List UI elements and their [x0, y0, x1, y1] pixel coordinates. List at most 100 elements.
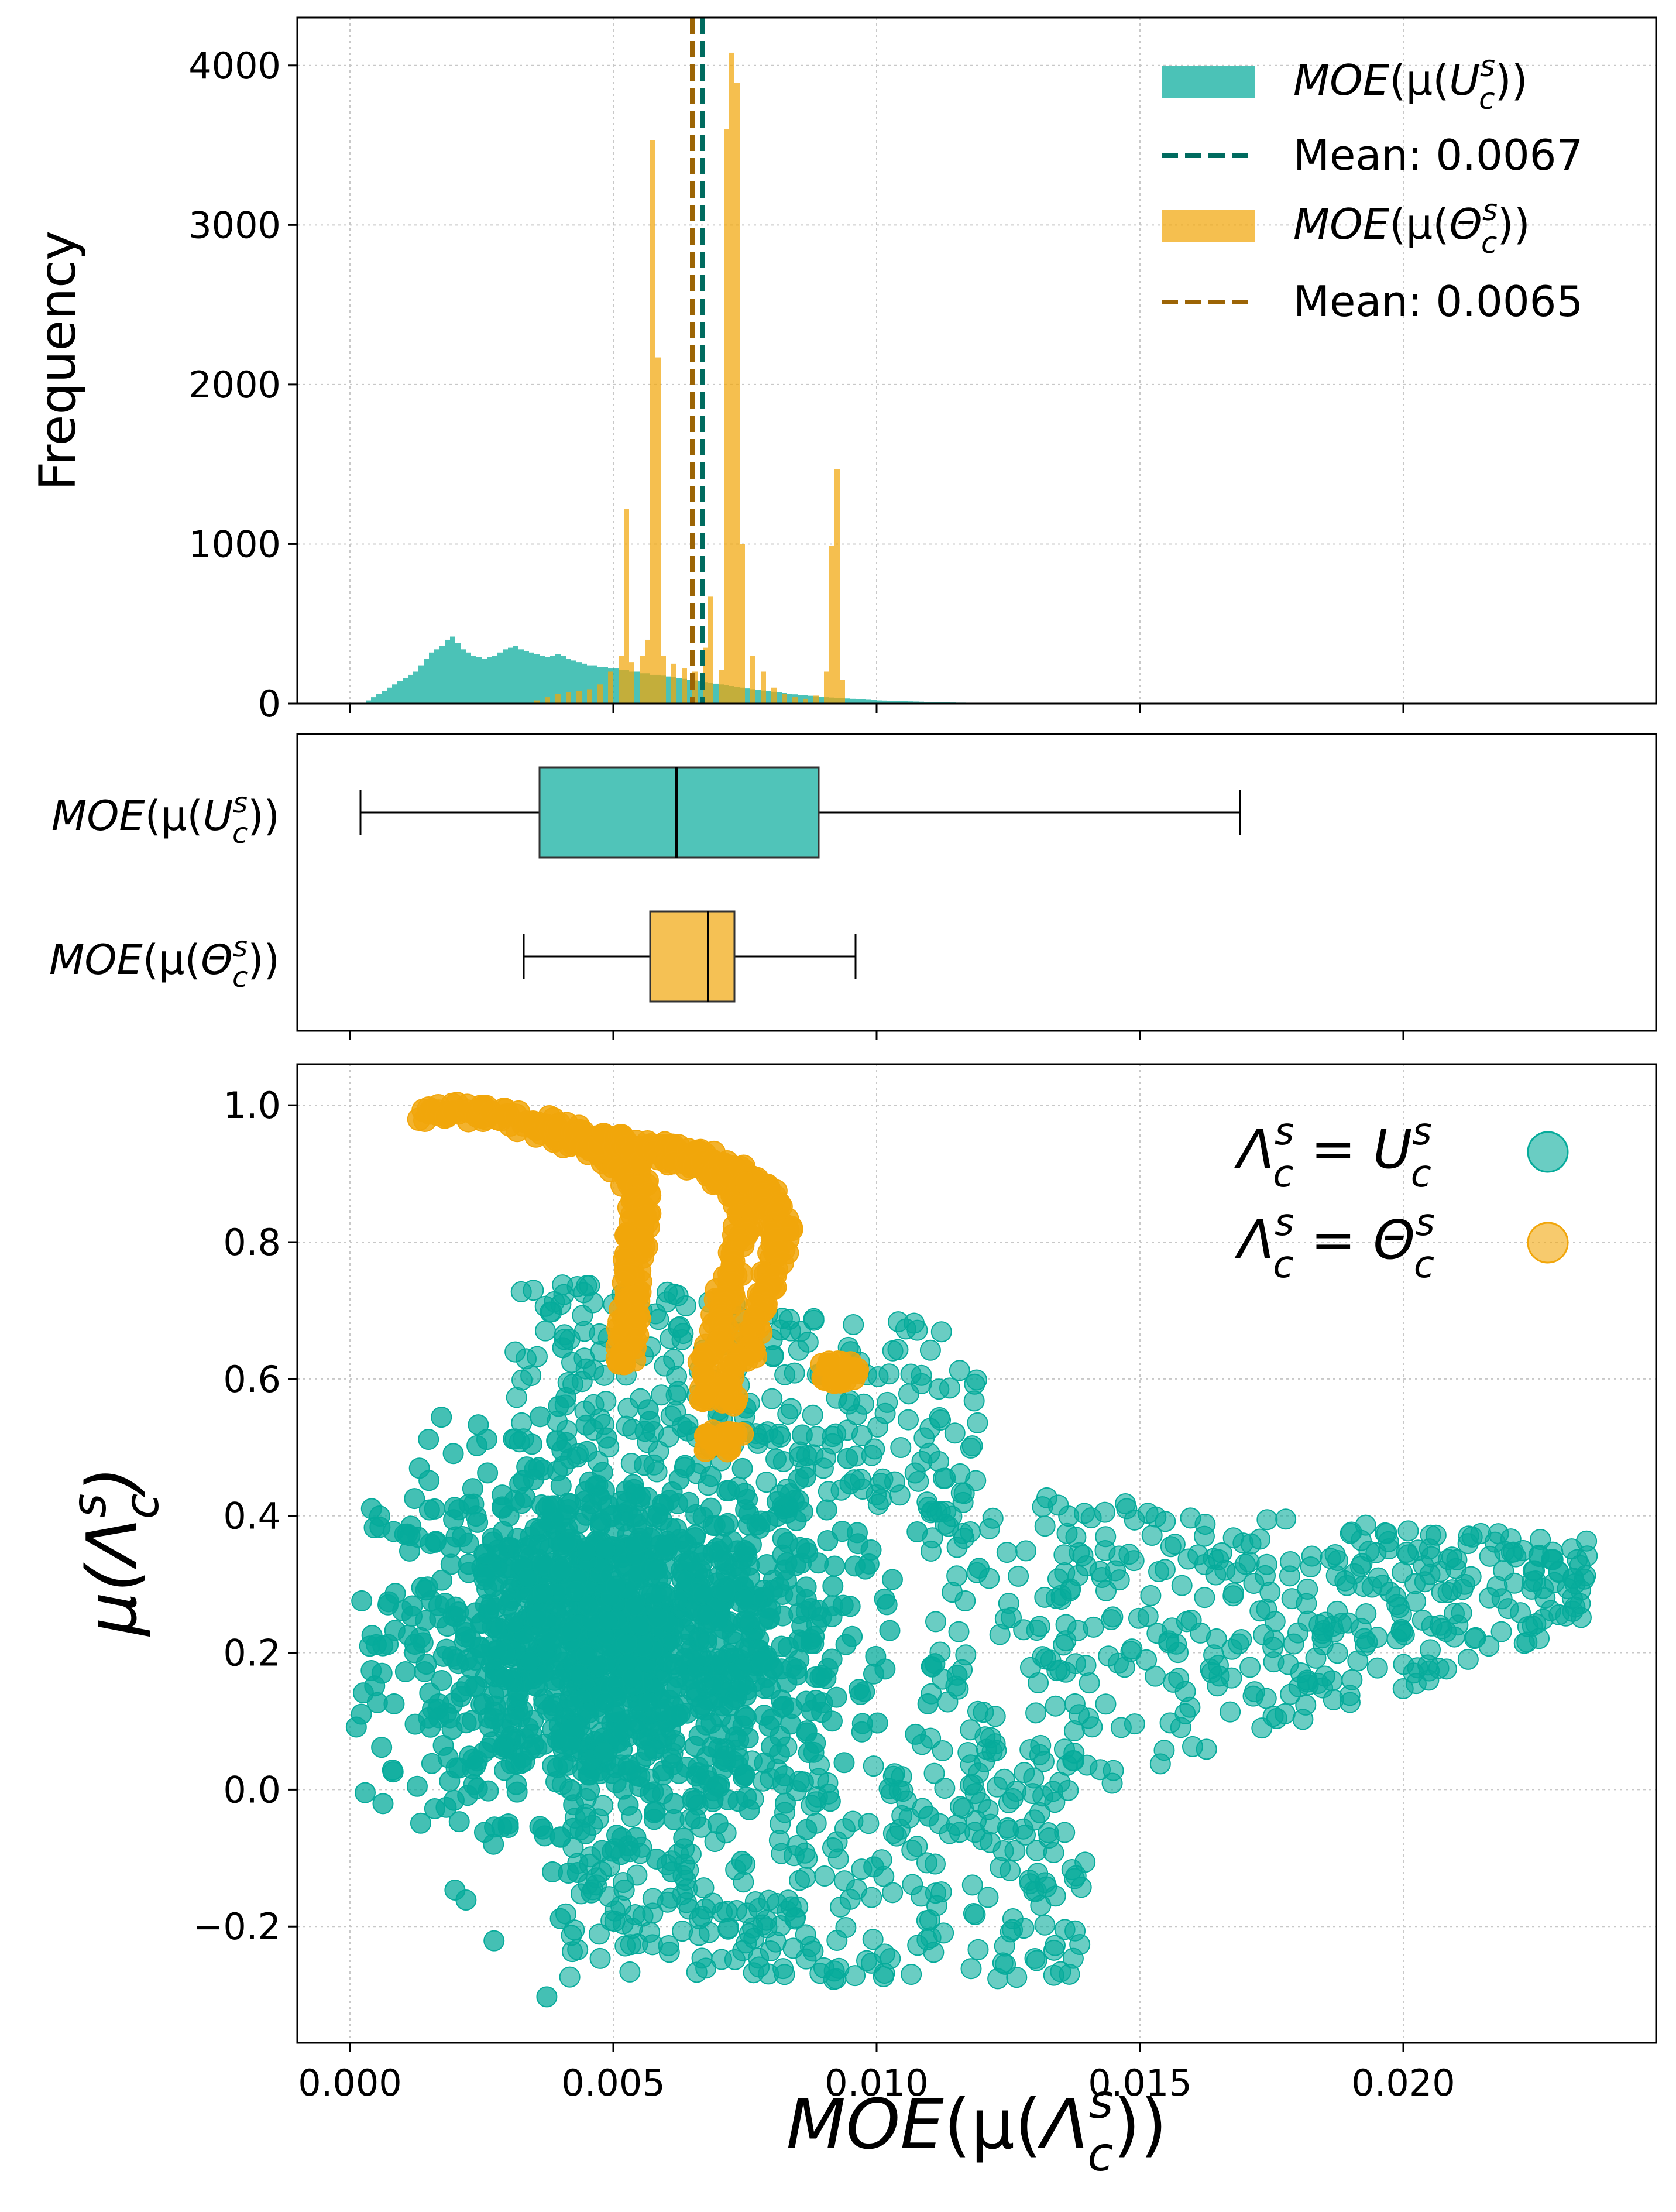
scatter-point-teal	[913, 1427, 935, 1449]
scatter-point-teal	[1014, 1762, 1035, 1784]
scatter-y-tick-label-3: 0.4	[223, 1495, 281, 1538]
scatter-point-teal	[519, 1651, 541, 1672]
scatter-point-teal	[708, 1565, 730, 1587]
scatter-point-teal	[1004, 1840, 1026, 1861]
scatter-point-teal	[770, 1689, 792, 1711]
scatter-x-tick-label-0: 0.000	[298, 2062, 402, 2104]
hist-bar-teal	[676, 678, 682, 704]
scatter-point-teal	[833, 1752, 855, 1774]
scatter-point-teal	[668, 1589, 689, 1611]
scatter-y-tick-label-5: 0.8	[223, 1221, 281, 1264]
scatter-y-tick-label-0: −0.2	[193, 1905, 281, 1948]
scatter-point-teal	[805, 1812, 827, 1834]
scatter-point-teal	[867, 1366, 889, 1388]
scatter-point-teal	[1095, 1580, 1117, 1601]
scatter-point-teal	[973, 1702, 994, 1723]
hist-bar-teal	[466, 652, 471, 704]
hist-bar-teal	[819, 697, 824, 704]
hist-y-tick-label-2: 2000	[188, 363, 281, 406]
scatter-point-teal	[1457, 1648, 1479, 1670]
scatter-point-teal	[1019, 1870, 1040, 1891]
hist-bar-teal	[576, 662, 582, 704]
scatter-point-teal	[394, 1661, 416, 1682]
scatter-point-teal	[630, 1486, 651, 1508]
scatter-point-teal	[1053, 1544, 1075, 1566]
scatter-point-teal	[844, 1965, 866, 1987]
scatter-point-teal	[882, 1882, 904, 1904]
scatter-point-teal	[743, 1788, 764, 1810]
scatter-point-teal	[561, 1352, 582, 1373]
scatter-point-teal	[731, 1457, 753, 1479]
scatter-point-teal	[494, 1669, 516, 1690]
scatter-point-teal	[925, 1611, 947, 1633]
scatter-series-gold	[407, 1092, 870, 1463]
scatter-point-teal	[812, 1692, 833, 1714]
scatter-point-teal	[1263, 1651, 1285, 1673]
scatter-point-gold	[718, 1437, 742, 1461]
scatter-point-teal	[1200, 1658, 1221, 1680]
scatter-point-teal	[873, 1865, 895, 1887]
scatter-point-teal	[415, 1610, 437, 1631]
hist-bar-gold	[771, 687, 777, 704]
scatter-point-teal	[680, 1843, 702, 1865]
scatter-point-teal	[949, 1360, 970, 1381]
hist-bar-gold	[734, 83, 740, 704]
scatter-point-teal	[621, 1667, 643, 1689]
scatter-point-teal	[932, 1668, 953, 1690]
scatter-point-teal	[772, 1958, 794, 1980]
scatter-point-teal	[559, 1778, 581, 1800]
scatter-point-teal	[475, 1566, 497, 1587]
scatter-point-teal	[561, 1620, 582, 1642]
scatter-point-teal	[575, 1788, 597, 1809]
scatter-point-teal	[497, 1813, 519, 1834]
hist-bar-teal	[587, 665, 592, 704]
scatter-point-teal	[853, 1393, 874, 1415]
scatter-point-teal	[534, 1320, 556, 1342]
scatter-point-teal	[1243, 1573, 1265, 1594]
hist-bar-teal	[919, 701, 924, 704]
scatter-point-teal	[547, 1411, 568, 1432]
scatter-point-teal	[439, 1537, 461, 1558]
hist-bar-gold	[671, 663, 676, 704]
scatter-point-teal	[345, 1716, 367, 1738]
hist-bar-teal	[387, 687, 392, 704]
scatter-point-teal	[410, 1812, 431, 1834]
scatter-point-teal	[431, 1569, 453, 1591]
scatter-point-teal	[568, 1443, 589, 1465]
scatter-point-teal	[832, 1521, 853, 1542]
scatter-point-gold	[693, 1382, 717, 1406]
scatter-point-teal	[1042, 1781, 1064, 1802]
scatter-point-teal	[1171, 1575, 1193, 1596]
scatter-point-teal	[734, 1853, 756, 1875]
boxplot-boxes	[359, 766, 1241, 1003]
scatter-point-teal	[465, 1505, 487, 1527]
scatter-point-teal	[887, 1339, 909, 1360]
scatter-point-teal	[789, 1321, 811, 1342]
hist-bar-teal	[613, 668, 619, 704]
scatter-point-teal	[761, 1388, 783, 1409]
scatter-point-teal	[1098, 1645, 1119, 1667]
legend-label-teal: MOE(μ(Us c))	[1293, 49, 1528, 116]
scatter-point-teal	[555, 1531, 576, 1553]
hist-bar-teal	[856, 699, 861, 704]
scatter-point-teal	[573, 1282, 595, 1304]
scatter-point-teal	[594, 1538, 616, 1560]
scatter-legend: Λs c = Us c Λs c = Θs c	[1234, 1110, 1569, 1287]
scatter-point-teal	[1525, 1570, 1547, 1592]
scatter-point-teal	[406, 1775, 428, 1797]
scatter-point-teal	[1180, 1507, 1201, 1529]
hist-bar-gold	[729, 52, 734, 704]
scatter-point-teal	[663, 1349, 685, 1370]
hist-bar-teal	[424, 659, 429, 704]
scatter-point-teal	[1376, 1522, 1397, 1544]
box-label-teal: MOE(μ(Us c))	[51, 787, 280, 850]
hist-bar-teal	[871, 700, 877, 704]
scatter-point-teal	[588, 1923, 610, 1945]
legend-mean-gold-label: Mean: 0.0065	[1293, 277, 1583, 326]
scatter-point-teal	[1239, 1657, 1261, 1678]
scatter-point-teal	[709, 1541, 730, 1562]
scatter-point-teal	[691, 1645, 712, 1667]
mean-lines	[690, 18, 705, 704]
scatter-point-teal	[582, 1419, 604, 1441]
